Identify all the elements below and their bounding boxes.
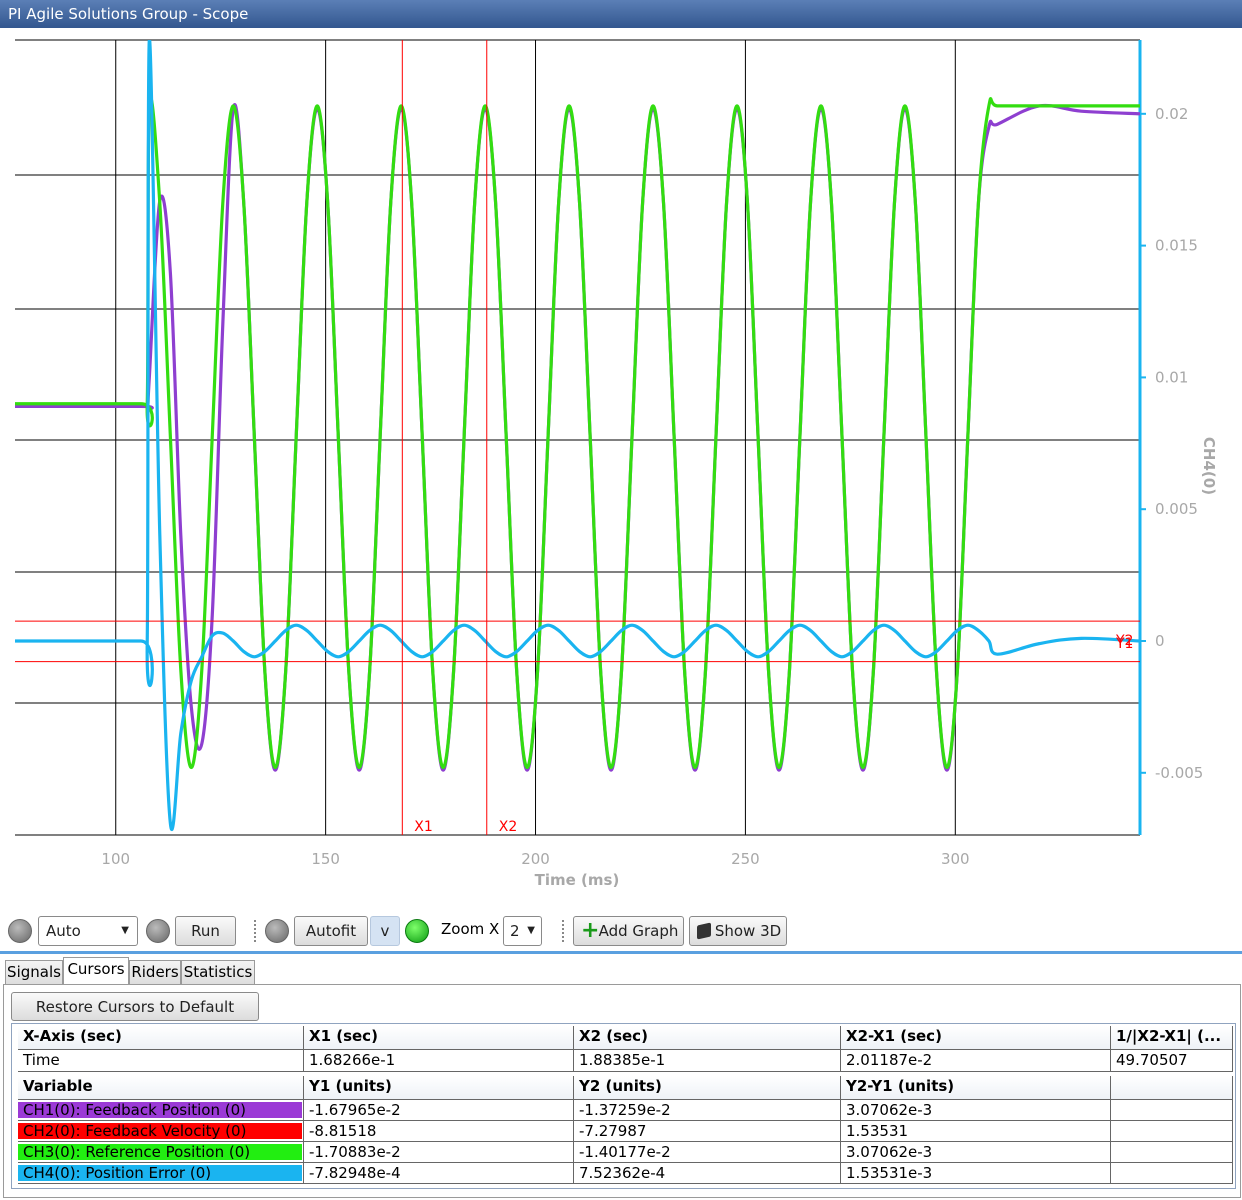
y-tick-label: 0 (1155, 632, 1165, 650)
x-row-cell: 2.01187e-2 (841, 1050, 1111, 1072)
v-button[interactable]: v (370, 916, 400, 946)
cursors-panel (3, 984, 1241, 1198)
channel-color (18, 1165, 302, 1181)
chart: Time (ms) CH4(0) 100 150 200 250 300 -0.005 0 0… (15, 39, 1218, 889)
zoom-select[interactable]: 2 ▼ (503, 916, 542, 946)
y-tick-label: 0.01 (1155, 368, 1188, 386)
toolbar-grip (562, 920, 566, 942)
y-header-cell: Y2 (units) (574, 1076, 841, 1100)
mode-value: Auto (46, 922, 81, 940)
channel-color (18, 1123, 302, 1139)
y-row-cell: -7.82948e-4 (304, 1163, 574, 1184)
x-header-cell: X-Axis (sec) (18, 1026, 304, 1050)
x-tick-label: 300 (941, 850, 970, 868)
y-tick-label: 0.015 (1155, 237, 1198, 255)
y-row-cell (1111, 1121, 1233, 1142)
y-tick-label: 0.02 (1155, 105, 1188, 123)
y-row-cell: -1.70883e-2 (304, 1142, 574, 1163)
y-cursor-label: Y2 (1115, 633, 1133, 649)
y-header-cell: Y2-Y1 (units) (841, 1076, 1111, 1100)
y-row-cell: 3.07062e-3 (841, 1142, 1111, 1163)
y-row-cell (1111, 1142, 1233, 1163)
add-graph-label: Add Graph (598, 922, 679, 940)
x-tick-label: 250 (731, 850, 760, 868)
dropdown-arrow: ▼ (527, 925, 535, 936)
zoom-value: 2 (510, 922, 520, 940)
x-tick-label: 100 (101, 850, 130, 868)
y-row-cell: -1.37259e-2 (574, 1100, 841, 1121)
x-cursor-label: X1 (414, 819, 433, 835)
cursor-table: X-Axis (sec) X1 (sec) X2 (sec) X2-X1 (sec) 1… (11, 1023, 1236, 1189)
x-axis-label: Time (ms) (535, 871, 620, 889)
dropdown-arrow: ▼ (121, 925, 129, 936)
y-row-cell (1111, 1100, 1233, 1121)
show-3d-button[interactable]: Show 3D (689, 916, 787, 946)
add-graph-button[interactable]: + Add Graph (573, 916, 684, 946)
x-header-cell: X2 (sec) (574, 1026, 841, 1050)
x-tick-label: 200 (521, 850, 550, 868)
show-3d-label: Show 3D (714, 922, 782, 940)
series-line (15, 40, 1140, 832)
series-line (15, 96, 1140, 770)
y-row-cell: 1.53531 (841, 1121, 1111, 1142)
run-led (146, 919, 170, 943)
autofit-led (265, 919, 289, 943)
zoom-led (405, 919, 429, 943)
autofit-button[interactable]: Autofit (294, 916, 368, 946)
series-line (15, 103, 1140, 772)
x-tick-label: 150 (311, 850, 340, 868)
restore-button[interactable]: Restore Cursors to Default Location (11, 992, 259, 1044)
y-row-cell: -1.40177e-2 (574, 1142, 841, 1163)
zoom-label: Zoom X (441, 920, 500, 938)
y-tick-label: 0.005 (1155, 500, 1198, 518)
toolbar-grip (254, 920, 258, 942)
tab[interactable]: Signals (5, 960, 63, 984)
plus-icon: + (581, 918, 600, 943)
mode-select[interactable]: Auto ▼ (38, 916, 138, 946)
tab[interactable]: Statistics (181, 960, 255, 984)
y-row-cell: -1.67965e-2 (304, 1100, 574, 1121)
y-row-cell: 7.52362e-4 (574, 1163, 841, 1184)
y-row-cell: CH1(0): Feedback Position (0) (18, 1100, 304, 1121)
x-row-cell: Time (18, 1050, 304, 1072)
x-cursor-label: X2 (499, 819, 518, 835)
y-cursor-label: Y1 (1115, 636, 1133, 652)
x-row-cell: 1.88385e-1 (574, 1050, 841, 1072)
y-tick-label: -0.005 (1155, 764, 1203, 782)
x-row-cell: 1.68266e-1 (304, 1050, 574, 1072)
separator (0, 951, 1242, 954)
y-header-cell (1111, 1076, 1233, 1100)
y-axis-label: CH4(0) (1200, 437, 1218, 495)
tab-active[interactable]: Cursors (63, 957, 129, 985)
channel-color (18, 1102, 302, 1118)
y-row-cell: CH4(0): Position Error (0) (18, 1163, 304, 1184)
y-row-cell: 3.07062e-3 (841, 1100, 1111, 1121)
horizontal-grid (15, 39, 1140, 836)
channel-color (18, 1144, 302, 1160)
y-row-cell: CH3(0): Reference Position (0) (18, 1142, 304, 1163)
cube-icon (697, 922, 711, 940)
x-header-cell: 1/|X2-X1| (... (1111, 1026, 1233, 1050)
x-header-cell: X1 (sec) (304, 1026, 574, 1050)
status-led (8, 919, 32, 943)
y-header-cell: Variable (18, 1076, 304, 1100)
y-row-cell: 1.53531e-3 (841, 1163, 1111, 1184)
y-row-cell: -7.27987 (574, 1121, 841, 1142)
x-row-cell: 49.70507 (1111, 1050, 1233, 1072)
y-row-cell: -8.81518 (304, 1121, 574, 1142)
y-row-cell (1111, 1163, 1233, 1184)
tab[interactable]: Riders (129, 960, 181, 984)
window-title: PI Agile Solutions Group - Scope (0, 0, 1242, 28)
y-header-cell: Y1 (units) (304, 1076, 574, 1100)
x-header-cell: X2-X1 (sec) (841, 1026, 1111, 1050)
run-button[interactable]: Run (175, 916, 236, 946)
y-row-cell: CH2(0): Feedback Velocity (0) (18, 1121, 304, 1142)
